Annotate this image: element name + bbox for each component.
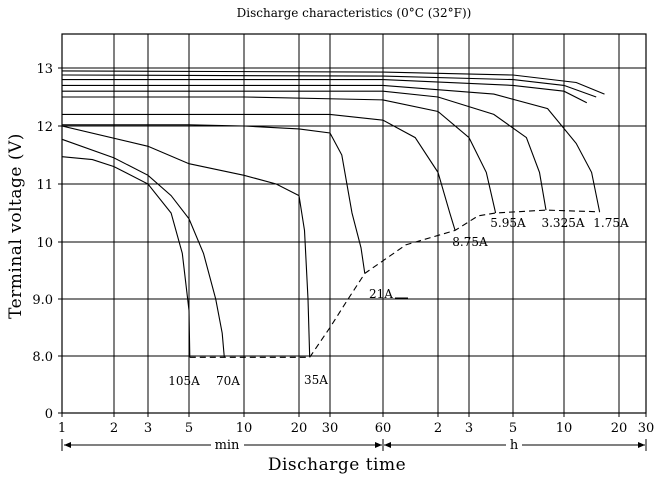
arrow-head bbox=[375, 442, 382, 448]
x-unit-h: h bbox=[510, 438, 519, 453]
discharge-curve bbox=[61, 138, 225, 358]
discharge-curve bbox=[62, 84, 601, 212]
curve-label: 70A bbox=[216, 374, 240, 388]
y-axis-ticks: 0 8.0 9.0 10 11 12 13 bbox=[32, 62, 62, 422]
x-tick-label: 20 bbox=[291, 421, 308, 436]
x-unit-min: min bbox=[215, 438, 240, 453]
curve-label: 3.325A bbox=[541, 216, 584, 230]
curve-label: 5.95A bbox=[490, 216, 526, 230]
x-tick-label: 10 bbox=[236, 421, 253, 436]
curve-label: 35A bbox=[304, 373, 328, 387]
final-voltage-line bbox=[189, 209, 600, 358]
y-tick-label: 8.0 bbox=[32, 350, 53, 365]
discharge-curve bbox=[62, 96, 497, 214]
arrow-head bbox=[64, 442, 71, 448]
x-tick-label: 5 bbox=[509, 421, 517, 436]
curve-label: 105A bbox=[168, 374, 200, 388]
x-tick-label: 30 bbox=[322, 421, 339, 436]
x-tick-label: 30 bbox=[638, 421, 655, 436]
x-tick-label: 2 bbox=[434, 421, 442, 436]
arrow-head bbox=[384, 442, 391, 448]
y-tick-label: 9.0 bbox=[32, 293, 53, 308]
x-tick-label: 5 bbox=[185, 421, 193, 436]
discharge-curve bbox=[61, 70, 605, 95]
x-tick-label: 60 bbox=[375, 421, 392, 436]
chart-title: Discharge characteristics (0°C (32°F)) bbox=[237, 6, 472, 20]
y-axis-title: Terminal voltage (V) bbox=[6, 133, 26, 319]
grid bbox=[61, 33, 647, 414]
x-tick-label: 1 bbox=[58, 421, 66, 436]
x-tick-label: 3 bbox=[465, 421, 473, 436]
discharge-curve bbox=[62, 79, 588, 104]
curve-label: 8.75A bbox=[452, 235, 488, 249]
curve-label: 1.75A bbox=[593, 216, 629, 230]
x-axis-ticks: 1 2 3 5 10 20 30 60 2 3 5 10 20 30 bbox=[58, 413, 654, 436]
x-tick-label: 3 bbox=[144, 421, 152, 436]
discharge-curve bbox=[61, 156, 191, 358]
y-tick-label: 11 bbox=[36, 178, 53, 193]
plot-frame bbox=[61, 33, 647, 414]
arrow-head bbox=[638, 442, 645, 448]
x-tick-label: 10 bbox=[556, 421, 573, 436]
y-tick-label: 13 bbox=[36, 62, 53, 77]
y-tick-label: 0 bbox=[45, 407, 53, 422]
y-tick-label: 10 bbox=[36, 236, 53, 251]
x-tick-label: 2 bbox=[110, 421, 118, 436]
discharge-curves bbox=[61, 70, 605, 358]
discharge-curve bbox=[62, 113, 456, 231]
time-unit-bands: min h bbox=[61, 438, 647, 453]
discharge-curve bbox=[62, 124, 366, 274]
discharge-curve bbox=[61, 74, 597, 98]
discharge-curve bbox=[61, 125, 311, 358]
curve-label: 21A bbox=[369, 287, 393, 301]
x-tick-label: 20 bbox=[611, 421, 628, 436]
x-axis-title: Discharge time bbox=[268, 455, 406, 475]
discharge-curve bbox=[62, 90, 547, 211]
y-tick-label: 12 bbox=[36, 120, 53, 135]
